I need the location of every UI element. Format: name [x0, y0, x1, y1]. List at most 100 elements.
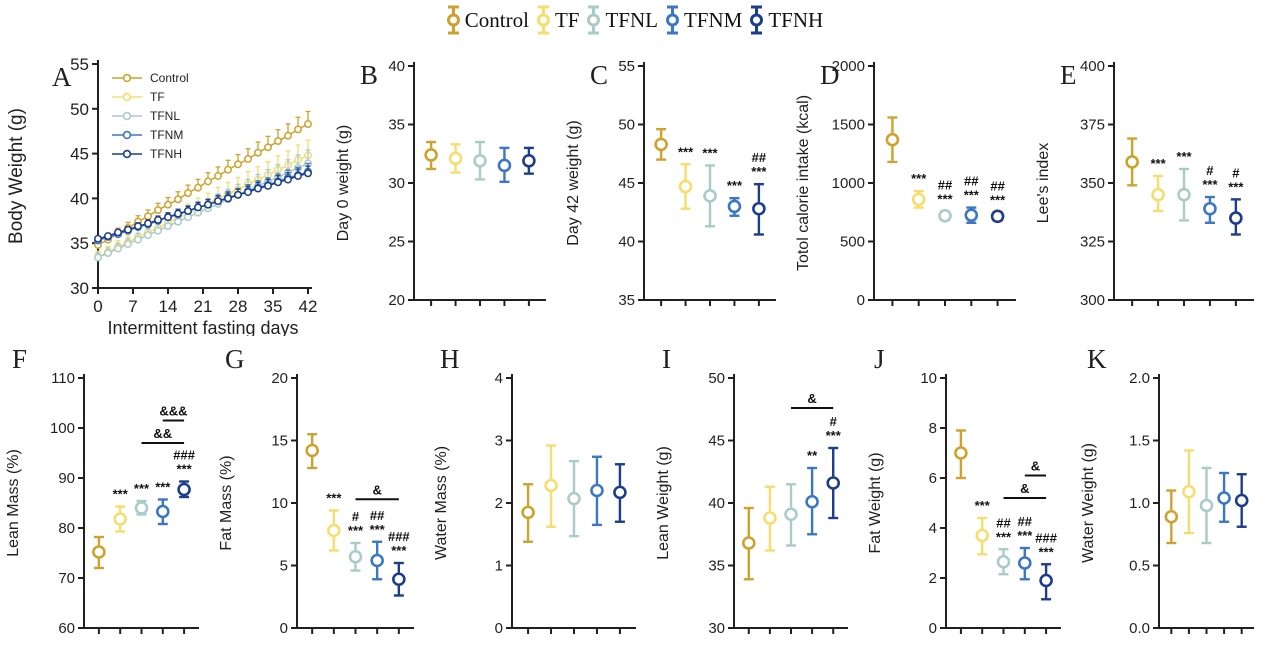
- svg-text:***: ***: [727, 178, 743, 193]
- panel-A-chart: 30 35 40 45 50 55 0 7 14 21 28 35 42 Body Weight (g) I…: [6, 55, 318, 338]
- panel-B-day-0-weight-g: 20 25 30 35 40 Day 0 weight (g) B: [330, 36, 560, 336]
- svg-text:***: ***: [1228, 179, 1244, 194]
- svg-text:300: 300: [1080, 292, 1105, 309]
- svg-text:***: ***: [155, 480, 171, 495]
- svg-text:&: &: [372, 482, 381, 497]
- errorbar-marker-icon: [587, 5, 601, 35]
- svg-text:400: 400: [1080, 58, 1105, 75]
- svg-text:100: 100: [50, 420, 75, 437]
- svg-text:***: ***: [678, 144, 694, 159]
- svg-text:TF: TF: [150, 90, 165, 104]
- svg-text:25: 25: [388, 234, 405, 251]
- svg-text:30: 30: [70, 279, 89, 298]
- svg-text:50: 50: [70, 100, 89, 119]
- svg-text:B: B: [360, 60, 378, 90]
- svg-text:TFNM: TFNM: [150, 128, 183, 142]
- panel-row-2: 60 70 80 90 100 110 Lean Mass (%) F *** *** *** ###…: [0, 340, 1268, 648]
- svg-text:***: ***: [1150, 156, 1166, 171]
- svg-text:***: ***: [990, 192, 1006, 207]
- svg-text:Lean Weight (g): Lean Weight (g): [655, 446, 672, 560]
- svg-text:&&: &&: [153, 426, 172, 441]
- svg-text:4: 4: [495, 370, 503, 387]
- panel-B-chart: 20 25 30 35 40 Day 0 weight (g) B: [335, 58, 546, 309]
- svg-text:40: 40: [708, 495, 725, 512]
- svg-text:###: ###: [1035, 530, 1057, 545]
- svg-text:#: #: [1206, 163, 1214, 178]
- svg-text:35: 35: [708, 558, 725, 575]
- svg-text:&&&: &&&: [159, 404, 187, 419]
- svg-text:***: ***: [996, 529, 1012, 544]
- legend-item-tfnl: TFNL: [585, 3, 658, 37]
- panel-I-lean-weight-g: 30 35 40 45 50 Lean Weight (g) I ** # *** &: [650, 340, 862, 648]
- svg-text:6: 6: [929, 470, 937, 487]
- svg-text:55: 55: [618, 58, 635, 75]
- legend-item-label: Control: [464, 7, 529, 32]
- svg-text:35: 35: [618, 292, 635, 309]
- panel-J-fat-weight-g: 0 2 4 6 8 10 Fat Weight (g) J *** ## *** ## *** ### **…: [862, 340, 1075, 648]
- legend-item-label: TFNH: [768, 7, 824, 32]
- svg-text:Intermittent fasting days: Intermittent fasting days: [107, 318, 298, 336]
- legend-item-control: Control: [445, 3, 529, 37]
- errorbar-marker-icon: [536, 5, 550, 35]
- svg-text:***: ***: [702, 145, 718, 160]
- svg-text:C: C: [590, 60, 608, 90]
- svg-text:#: #: [352, 509, 360, 524]
- svg-text:A: A: [52, 62, 72, 92]
- svg-text:###: ###: [173, 448, 195, 463]
- svg-text:15: 15: [271, 433, 288, 450]
- svg-text:1: 1: [495, 558, 503, 575]
- svg-text:J: J: [874, 344, 885, 374]
- svg-text:F: F: [12, 344, 27, 374]
- svg-text:***: ***: [826, 428, 842, 443]
- svg-text:***: ***: [113, 487, 129, 502]
- svg-text:Totol calorie intake (kcal): Totol calorie intake (kcal): [795, 95, 812, 271]
- svg-text:##: ##: [996, 515, 1011, 530]
- svg-text:#: #: [830, 414, 838, 429]
- svg-text:30: 30: [708, 620, 725, 637]
- svg-text:Body Weight (g): Body Weight (g): [6, 108, 27, 244]
- svg-text:45: 45: [70, 145, 89, 164]
- svg-text:##: ##: [990, 178, 1005, 193]
- svg-text:Lean Mass (%): Lean Mass (%): [5, 449, 22, 557]
- svg-text:G: G: [225, 344, 245, 374]
- svg-text:40: 40: [618, 234, 635, 251]
- svg-text:35: 35: [264, 297, 283, 316]
- svg-text:##: ##: [1018, 514, 1033, 529]
- svg-text:&: &: [1031, 459, 1040, 474]
- svg-text:110: 110: [51, 370, 75, 387]
- panel-I-chart: 30 35 40 45 50 Lean Weight (g) I ** #*** &: [655, 344, 848, 637]
- svg-text:0: 0: [93, 297, 102, 316]
- svg-text:45: 45: [708, 433, 725, 450]
- svg-text:###: ###: [388, 529, 410, 544]
- legend-item-tf: TF: [535, 3, 579, 37]
- svg-text:##: ##: [752, 150, 767, 165]
- svg-text:Day 0 weight (g): Day 0 weight (g): [335, 125, 352, 242]
- panel-H-chart: 0 1 2 3 4 Water Mass (%) H: [433, 344, 636, 637]
- svg-text:14: 14: [159, 297, 178, 316]
- panel-A-body-weight-g: 30 35 40 45 50 55 0 7 14 21 28 35 42 Body Weight (g) I…: [0, 36, 330, 338]
- svg-text:Day 42 weight (g): Day 42 weight (g): [565, 120, 582, 245]
- svg-text:28: 28: [229, 297, 248, 316]
- svg-text:1.5: 1.5: [1129, 433, 1150, 450]
- svg-text:##: ##: [964, 174, 979, 189]
- svg-text:***: ***: [326, 491, 342, 506]
- svg-text:500: 500: [840, 234, 865, 251]
- svg-text:20: 20: [388, 292, 405, 309]
- panel-F-lean-mass: 60 70 80 90 100 110 Lean Mass (%) F *** *** *** ###…: [0, 340, 213, 648]
- svg-text:42: 42: [299, 297, 318, 316]
- legend-item-label: TFNL: [605, 7, 658, 32]
- svg-text:8: 8: [929, 420, 937, 437]
- legend-item-tfnm: TFNM: [664, 3, 742, 37]
- svg-text:0: 0: [929, 620, 937, 637]
- svg-text:Fat Mass (%): Fat Mass (%): [218, 455, 235, 550]
- svg-text:H: H: [440, 344, 460, 374]
- svg-text:35: 35: [388, 117, 405, 134]
- svg-text:***: ***: [975, 498, 991, 513]
- svg-text:10: 10: [271, 495, 288, 512]
- svg-text:***: ***: [1038, 544, 1054, 559]
- svg-text:1.0: 1.0: [1129, 495, 1150, 512]
- svg-text:Water Mass (%): Water Mass (%): [433, 446, 450, 560]
